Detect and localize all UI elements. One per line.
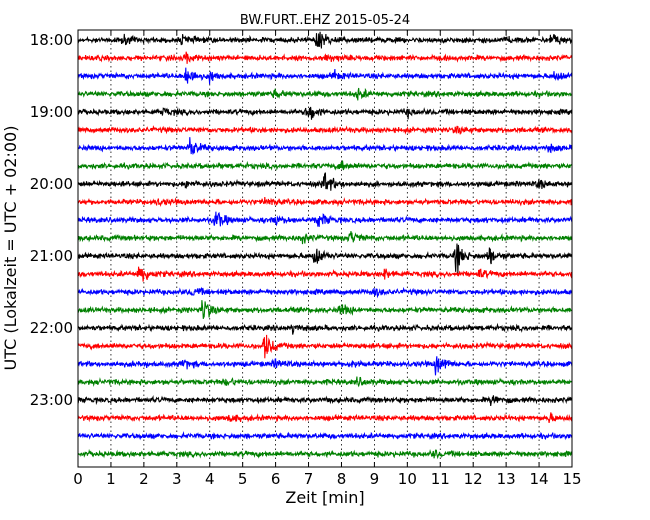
- y-tick-label-4: 22:00: [30, 319, 73, 337]
- x-axis: 0 1 2 3 4 5 6 7 8 9 10 11 12 13 14 15: [73, 30, 582, 488]
- x-tick-label-6: 6: [271, 470, 281, 488]
- trace-1815: [77, 51, 573, 64]
- x-axis-label: Zeit [min]: [285, 488, 364, 507]
- y-tick-label-0: 18:00: [30, 31, 73, 49]
- x-tick-label-1: 1: [106, 470, 116, 488]
- trace-1900: [77, 106, 573, 120]
- y-tick-label-2: 20:00: [30, 175, 73, 193]
- trace-2230: [77, 356, 573, 376]
- chart-title: BW.FURT..EHZ 2015-05-24: [240, 13, 410, 28]
- trace-1945: [77, 160, 573, 171]
- trace-2115: [77, 266, 573, 282]
- trace-2345: [77, 448, 573, 460]
- trace-2245: [77, 376, 572, 388]
- y-tick-label-3: 21:00: [30, 247, 73, 265]
- y-axis-label: UTC (Lokalzeit = UTC + 02:00): [1, 126, 20, 371]
- trace-2030: [77, 211, 573, 227]
- trace-2045: [77, 231, 573, 245]
- x-tick-label-11: 11: [431, 470, 450, 488]
- trace-2300: [77, 394, 573, 406]
- x-tick-label-0: 0: [73, 470, 83, 488]
- trace-1830: [77, 67, 573, 85]
- trace-1845: [77, 87, 573, 101]
- x-tick-label-4: 4: [205, 470, 215, 488]
- vertical-grid: [110, 30, 540, 467]
- trace-layer: [77, 31, 573, 460]
- x-tick-label-12: 12: [464, 470, 483, 488]
- trace-2130: [77, 286, 573, 299]
- trace-2015: [77, 196, 573, 207]
- trace-2215: [77, 334, 573, 359]
- x-tick-label-13: 13: [497, 470, 516, 488]
- plot-frame: [77, 29, 573, 468]
- trace-2000: [77, 172, 573, 191]
- trace-2145: [77, 300, 573, 319]
- trace-2330: [77, 431, 573, 441]
- x-tick-label-3: 3: [172, 470, 182, 488]
- trace-1915: [77, 125, 573, 135]
- y-tick-label-1: 19:00: [30, 103, 73, 121]
- x-tick-label-5: 5: [238, 470, 248, 488]
- trace-1800: [77, 31, 573, 49]
- trace-2100: [77, 243, 573, 274]
- trace-2200: [77, 322, 573, 335]
- x-tick-label-2: 2: [139, 470, 149, 488]
- x-tick-label-7: 7: [304, 470, 314, 488]
- x-tick-label-8: 8: [337, 470, 347, 488]
- trace-1930: [77, 137, 573, 156]
- y-tick-label-5: 23:00: [30, 391, 73, 409]
- x-tick-label-15: 15: [562, 470, 581, 488]
- trace-2315: [77, 412, 573, 423]
- x-tick-label-9: 9: [370, 470, 380, 488]
- x-tick-label-14: 14: [530, 470, 549, 488]
- y-axis: 18:00 19:00 20:00 21:00 22:00 23:00: [30, 31, 572, 409]
- x-tick-label-10: 10: [398, 470, 417, 488]
